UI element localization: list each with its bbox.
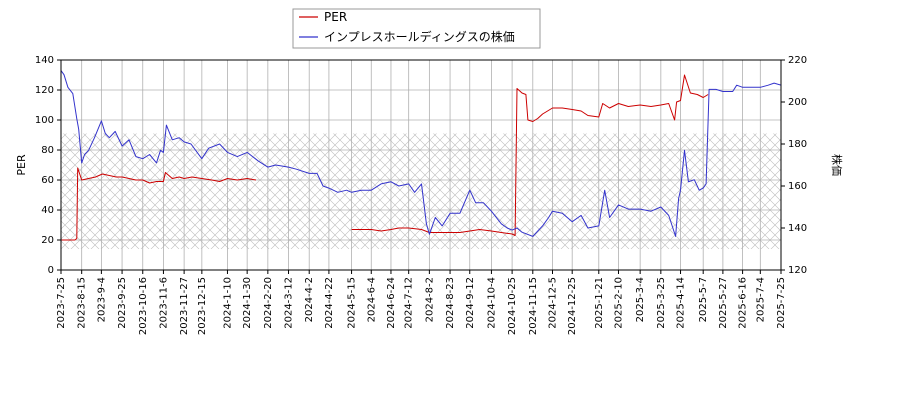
right-axis: 120 140 160 180 200 220	[781, 55, 807, 276]
x-tick-label: 2024-6-4	[366, 277, 377, 322]
x-tick-label: 2023-9-4	[96, 277, 107, 322]
x-tick-label: 2024-4-22	[324, 277, 335, 329]
x-tick-label: 2024-5-15	[347, 277, 358, 329]
right-tick-label: 180	[788, 139, 807, 150]
left-tick-label: 140	[35, 55, 54, 66]
series-lines	[61, 70, 781, 241]
x-tick-label: 2025-1-21	[594, 277, 605, 329]
x-tick-label: 2023-7-25	[56, 277, 67, 329]
stock-price-line	[61, 70, 781, 237]
legend-box	[292, 8, 541, 49]
x-tick-label: 2024-2-20	[263, 277, 274, 329]
legend-label-stock-price: インプレスホールディングスの株価	[324, 29, 515, 44]
x-tick-label: 2023-11-6	[158, 277, 169, 329]
x-tick-label: 2025-3-25	[656, 277, 667, 329]
x-tick-label: 2024-10-25	[507, 277, 518, 335]
x-tick-label: 2024-4-2	[304, 277, 315, 322]
x-tick-label: 2023-8-15	[77, 277, 88, 329]
x-tick-label: 2024-3-12	[284, 277, 295, 329]
left-tick-label: 40	[41, 205, 54, 216]
x-tick-label: 2023-9-25	[117, 277, 128, 329]
right-tick-label: 160	[788, 181, 807, 192]
per-line	[61, 167, 257, 241]
x-tick-label: 2023-12-15	[197, 277, 208, 335]
x-tick-label: 2025-6-16	[738, 277, 749, 329]
x-tick-label: 2024-1-10	[222, 277, 233, 329]
legend: PER インプレスホールディングスの株価	[292, 8, 541, 49]
left-tick-label: 0	[48, 265, 54, 276]
left-tick-label: 20	[41, 235, 54, 246]
right-axis-label: 株価	[830, 154, 844, 176]
x-tick-label: 2023-10-16	[138, 277, 149, 335]
x-tick-label: 2024-11-15	[528, 277, 539, 335]
x-tick-label: 2024-6-24	[386, 277, 397, 329]
legend-label-per: PER	[324, 10, 347, 24]
x-tick-label: 2025-4-14	[676, 277, 687, 329]
x-tick-label: 2024-8-23	[445, 277, 456, 329]
per-line	[351, 74, 709, 236]
x-tick-label: 2025-5-27	[718, 277, 729, 329]
left-tick-label: 80	[41, 145, 54, 156]
x-axis: 2023-7-25 2023-8-15 2023-9-4 2023-9-25 2023-…	[56, 270, 787, 335]
x-tick-label: 2024-9-12	[465, 277, 476, 329]
right-tick-label: 200	[788, 97, 807, 108]
x-tick-label: 2024-7-12	[404, 277, 415, 329]
x-tick-label: 2025-5-7	[698, 277, 709, 322]
x-tick-label: 2024-10-4	[486, 277, 497, 329]
plot-frame	[60, 59, 782, 271]
x-tick-label: 2024-12-25	[567, 277, 578, 335]
right-tick-label: 120	[788, 265, 807, 276]
x-tick-label: 2024-1-30	[242, 277, 253, 329]
x-tick-label: 2025-7-4	[755, 277, 766, 322]
hatched-band	[61, 133, 781, 249]
x-tick-label: 2023-11-27	[179, 277, 190, 335]
right-tick-label: 220	[788, 55, 807, 66]
left-tick-label: 60	[41, 175, 54, 186]
x-tick-label: 2025-3-4	[635, 277, 646, 322]
left-tick-label: 120	[35, 85, 54, 96]
x-tick-label: 2024-12-5	[547, 277, 558, 329]
right-tick-label: 140	[788, 223, 807, 234]
left-tick-label: 100	[35, 115, 54, 126]
left-axis: 0 20 40 60 80 100 120 140	[35, 55, 61, 276]
x-tick-label: 2025-2-10	[613, 277, 624, 329]
x-tick-label: 2025-7-25	[776, 277, 787, 329]
left-axis-label: PER	[15, 154, 28, 176]
x-tick-label: 2024-8-2	[424, 277, 435, 322]
